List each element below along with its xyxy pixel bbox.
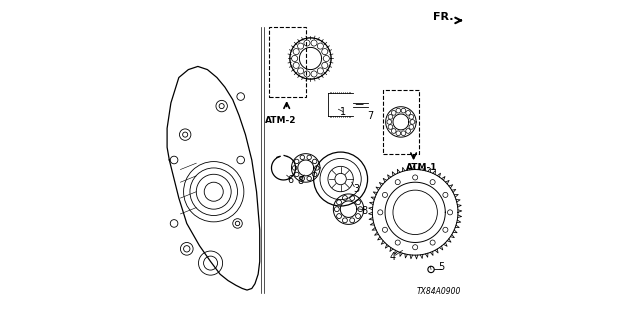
Text: ATM-1: ATM-1: [406, 164, 437, 172]
Text: 8: 8: [297, 176, 303, 186]
Text: 8: 8: [362, 206, 367, 216]
Text: 6: 6: [288, 175, 294, 185]
Text: 4: 4: [390, 252, 396, 262]
Text: FR.: FR.: [433, 12, 453, 22]
Text: 5: 5: [438, 262, 444, 272]
Text: 7: 7: [367, 111, 374, 121]
Text: 1: 1: [340, 108, 346, 117]
Text: 3: 3: [353, 184, 360, 194]
Text: ATM-2: ATM-2: [264, 116, 296, 125]
Text: TX84A0900: TX84A0900: [417, 287, 461, 296]
